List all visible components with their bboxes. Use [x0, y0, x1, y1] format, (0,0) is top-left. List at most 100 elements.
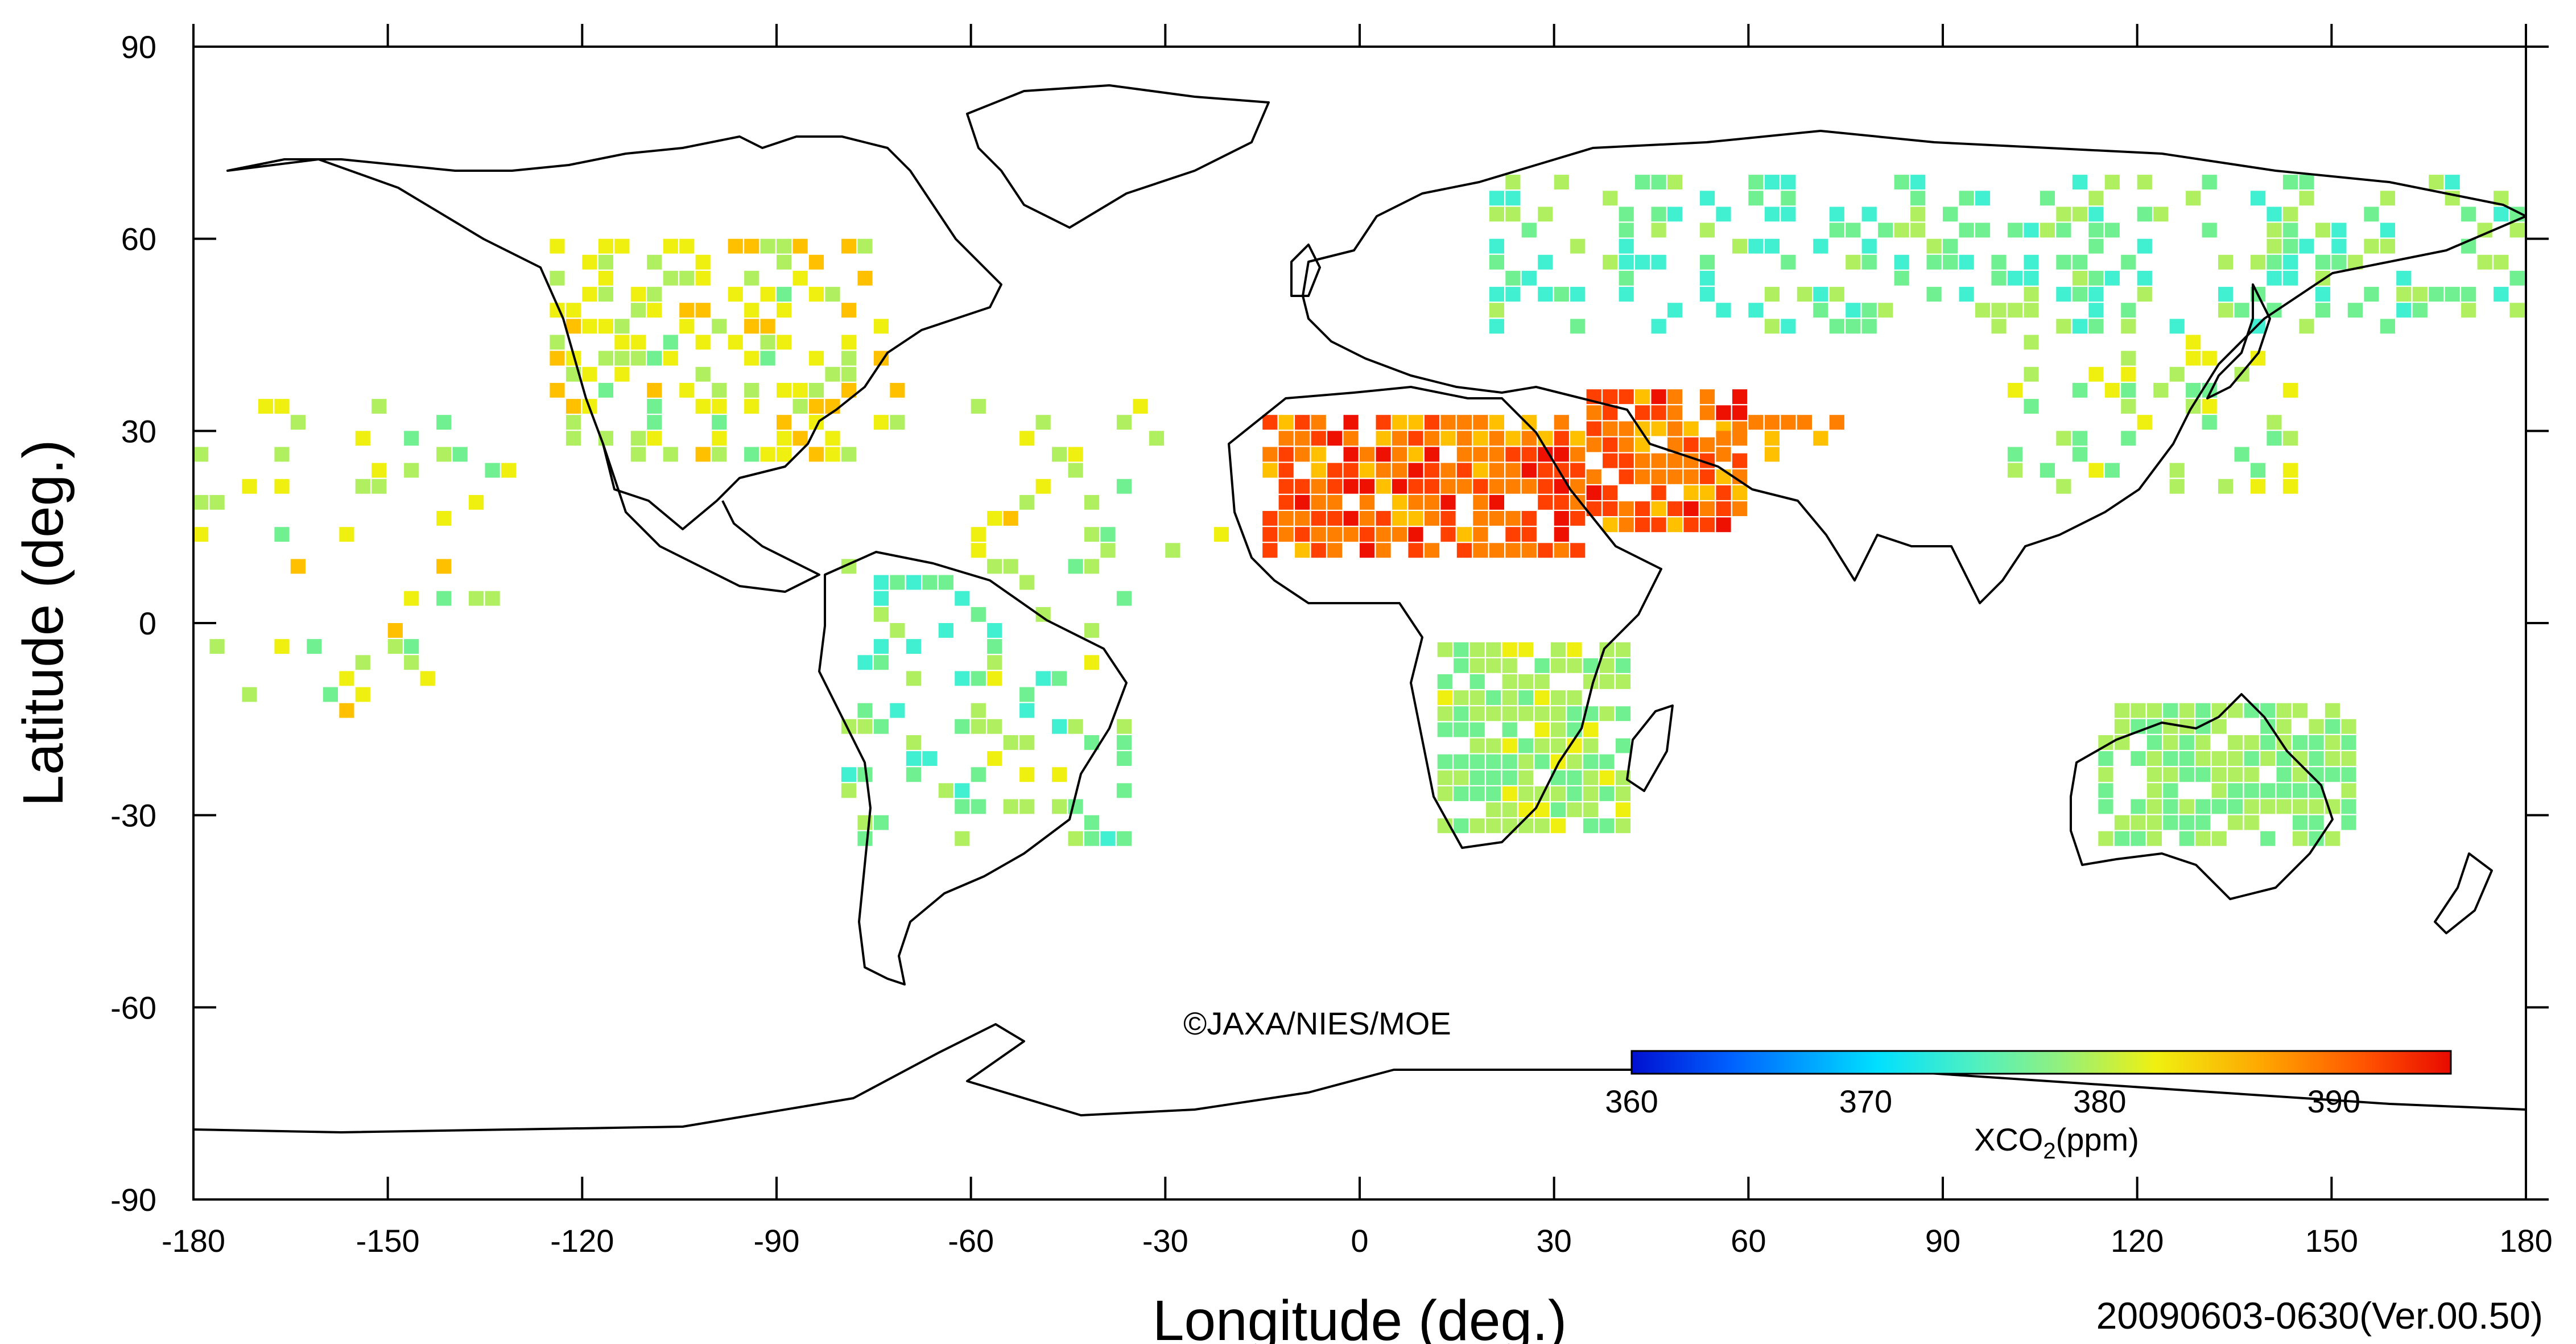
xco2-cell	[1599, 674, 1615, 689]
xco2-cell	[2282, 463, 2298, 478]
xco2-cell	[2146, 831, 2162, 846]
xco2-cell	[2341, 751, 2356, 766]
xco2-cell	[1894, 222, 1909, 238]
xco2-cell	[1343, 511, 1359, 526]
xco2-cell	[2260, 751, 2276, 766]
xco2-cell	[1635, 389, 1650, 405]
xco2-cell	[1619, 207, 1634, 222]
xco2-cell	[1667, 453, 1683, 468]
xco2-cell	[2098, 767, 2113, 782]
xco2-cell	[1437, 706, 1452, 722]
xco2-cell	[1538, 207, 1553, 222]
xco2-cell	[2121, 431, 2136, 446]
xco2-cell	[550, 351, 565, 366]
xco2-cell	[1583, 722, 1599, 737]
xco2-cell	[647, 287, 662, 302]
xco2-cell	[1084, 559, 1100, 574]
xco2-cell	[647, 303, 662, 318]
xco2-cell	[1424, 511, 1440, 526]
xco2-cell	[290, 559, 306, 574]
xco2-cell	[1619, 517, 1634, 533]
xco2-cell	[2072, 254, 2087, 270]
xco2-cell	[1910, 191, 1926, 206]
xco2-cell	[792, 382, 808, 398]
xco2-cell	[2146, 751, 2162, 766]
xco2-cell	[2137, 270, 2152, 286]
xco2-cell	[1910, 175, 1926, 189]
xco2-cell	[663, 335, 678, 350]
xco2-cell	[2293, 703, 2308, 718]
xco2-cell	[1567, 706, 1582, 722]
xco2-cell	[2364, 287, 2379, 302]
y-tick-labels: 90 60 30 0 -30 -60 -90	[110, 29, 156, 1218]
xco2-cell	[2325, 735, 2340, 750]
xco2-cell	[1683, 469, 1699, 484]
xco2-cell	[1440, 431, 1456, 446]
xco2-cell	[1926, 238, 1942, 254]
xco2-cell	[1699, 469, 1715, 484]
xco2-cell	[598, 351, 613, 366]
xco2-cell	[1454, 690, 1469, 706]
xco2-cell	[2412, 303, 2428, 318]
xco2-cell	[777, 287, 792, 302]
xco2-cell	[712, 447, 727, 462]
xco2-cell	[1456, 527, 1472, 542]
xco2-cell	[1278, 447, 1294, 462]
xco2-cell	[1376, 511, 1391, 526]
xco2-cell	[630, 351, 646, 366]
xco2-cell	[2163, 751, 2178, 766]
xco2-cell	[1311, 494, 1326, 510]
xco2-cell	[1100, 527, 1116, 542]
xco2-cell	[1469, 786, 1485, 801]
xco2-cell	[614, 366, 630, 382]
xco2-cell	[1068, 719, 1083, 734]
xco2-cell	[663, 351, 678, 366]
xco2-cell	[841, 447, 857, 462]
xco2-cell	[1829, 415, 1844, 430]
xco2-cell	[1534, 754, 1550, 769]
xco2-cell	[1489, 303, 1504, 318]
xco2-cell	[2169, 366, 2185, 382]
xco2-cell	[647, 415, 662, 430]
xco2-cell	[1052, 719, 1067, 734]
xco2-cell	[1651, 453, 1666, 468]
xco2-cell	[2380, 238, 2395, 254]
xco2-cell	[1781, 319, 1796, 334]
xco2-cell	[2088, 238, 2104, 254]
xco2-cell	[1748, 415, 1764, 430]
xco2-cell	[598, 238, 613, 254]
xco2-cell	[1489, 463, 1504, 478]
xco2-cell	[1699, 191, 1715, 206]
xco2-cell	[1619, 287, 1634, 302]
xco2-cell	[1797, 415, 1812, 430]
xco2-cell	[2088, 287, 2104, 302]
xco2-cell	[1534, 722, 1550, 737]
xco2-cell	[1619, 270, 1634, 286]
x-tick-label: -180	[162, 1223, 225, 1259]
colorbar-gradient	[1630, 1050, 2452, 1075]
xco2-cell	[2494, 254, 2509, 270]
xco2-cell	[1327, 543, 1343, 558]
xco2-cell	[1846, 319, 1861, 334]
xco2-cell	[1748, 303, 1764, 318]
xco2-cell	[873, 655, 889, 670]
xco2-cell	[355, 479, 370, 494]
xco2-cell	[1599, 754, 1615, 769]
xco2-cell	[1583, 786, 1599, 801]
colorbar: 360 370 380 390 XCO2(ppm)	[1605, 1050, 2452, 1164]
xco2-cell	[2186, 191, 2201, 206]
xco2-cell	[1133, 399, 1148, 414]
xco2-cell	[339, 703, 354, 718]
xco2-cell	[1408, 415, 1423, 430]
xco2-cell	[663, 238, 678, 254]
xco2-cell	[744, 399, 759, 414]
xco2-cell	[1376, 447, 1391, 462]
xco2-cell	[1489, 207, 1504, 222]
xco2-cell	[2186, 335, 2201, 350]
xco2-cell	[1360, 543, 1375, 558]
xco2-cell	[1019, 799, 1035, 814]
xco2-cell	[1716, 405, 1731, 420]
xco2-cell	[339, 527, 354, 542]
xco2-cell	[2088, 207, 2104, 222]
xco2-cell	[841, 366, 857, 382]
